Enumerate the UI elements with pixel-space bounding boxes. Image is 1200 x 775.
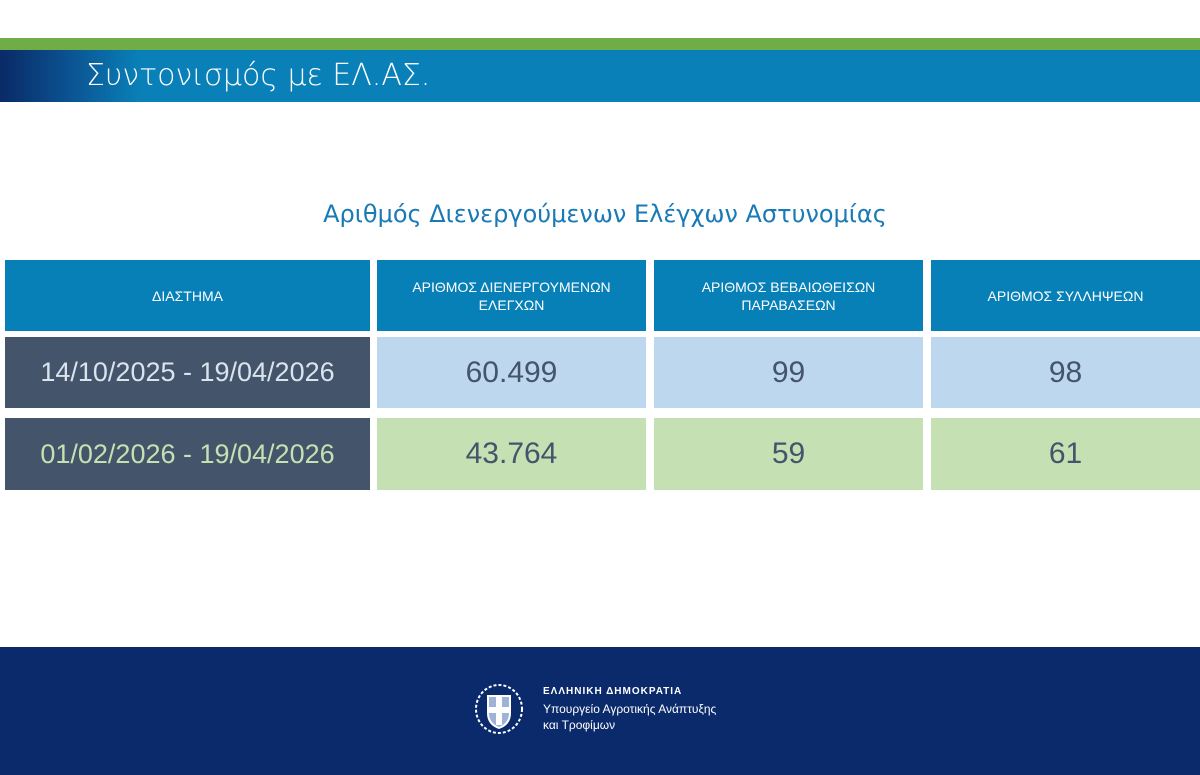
table-title: Αριθμός Διενεργούμενων Ελέγχων Αστυνομία… [323, 200, 887, 228]
header-violations: ΑΡΙΘΜΟΣ ΒΕΒΑΙΩΘΕΙΣΩΝ ΠΑΡΑΒΑΣΕΩΝ [654, 260, 923, 331]
footer-republic: ΕΛΛΗΝΙΚΗ ΔΗΜΟΚΡΑΤΙΑ [543, 686, 683, 697]
title-band: Συντονισμός με ΕΛ.ΑΣ. [0, 50, 1200, 102]
row1-arrests: 98 [931, 337, 1200, 408]
row2-arrests: 61 [931, 418, 1200, 490]
row2-violations: 59 [654, 418, 923, 490]
footer-ministry-2: και Τροφίμων [543, 718, 616, 732]
header-arrests: ΑΡΙΘΜΟΣ ΣΥΛΛΗΨΕΩΝ [931, 260, 1200, 331]
header-checks: ΑΡΙΘΜΟΣ ΔΙΕΝΕΡΓΟΥΜΕΝΩΝ ΕΛΕΓΧΩΝ [377, 260, 646, 331]
row2-period: 01/02/2026 - 19/04/2026 [5, 418, 370, 490]
row1-violations: 99 [654, 337, 923, 408]
accent-stripe [0, 38, 1200, 50]
footer-ministry: Υπουργείο Αγροτικής Ανάπτυξης [543, 702, 717, 716]
slide-title: Συντονισμός με ΕΛ.ΑΣ. [86, 58, 431, 93]
row1-checks: 60.499 [377, 337, 646, 408]
row1-period: 14/10/2025 - 19/04/2026 [5, 337, 370, 408]
header-period: ΔΙΑΣΤΗΜΑ [5, 260, 370, 331]
coat-of-arms-icon [475, 684, 523, 734]
footer [0, 647, 1200, 775]
row2-checks: 43.764 [377, 418, 646, 490]
